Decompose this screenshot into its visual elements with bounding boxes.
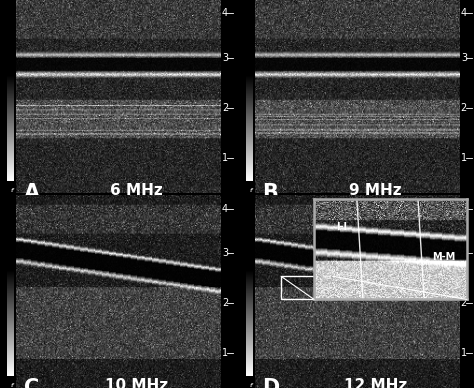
Bar: [281, 276, 333, 300]
Text: 2: 2: [461, 298, 467, 308]
Text: 4: 4: [461, 9, 467, 19]
Text: 2: 2: [222, 298, 228, 308]
Text: C: C: [24, 378, 39, 388]
Text: 9 MHz: 9 MHz: [349, 183, 401, 198]
Text: 3: 3: [461, 248, 467, 258]
Text: 10 MHz: 10 MHz: [105, 378, 168, 388]
Text: ff: ff: [250, 383, 254, 388]
Text: 4: 4: [222, 9, 228, 19]
Text: D: D: [262, 378, 280, 388]
Text: 2: 2: [222, 103, 228, 113]
Text: 12 MHz: 12 MHz: [344, 378, 407, 388]
Text: ff: ff: [250, 188, 254, 193]
Text: 6 MHz: 6 MHz: [110, 183, 163, 198]
Text: 1: 1: [222, 153, 228, 163]
Text: A: A: [24, 183, 40, 203]
Text: ff: ff: [11, 188, 15, 193]
Text: 1: 1: [461, 348, 467, 359]
Text: 2: 2: [461, 103, 467, 113]
Text: 3: 3: [222, 248, 228, 258]
Text: B: B: [262, 183, 278, 203]
Text: 4: 4: [461, 204, 467, 214]
Text: 1: 1: [222, 348, 228, 359]
Text: ff: ff: [11, 383, 15, 388]
Text: 4: 4: [222, 204, 228, 214]
Text: 3: 3: [222, 53, 228, 63]
Text: 3: 3: [461, 53, 467, 63]
Text: 1: 1: [461, 153, 467, 163]
